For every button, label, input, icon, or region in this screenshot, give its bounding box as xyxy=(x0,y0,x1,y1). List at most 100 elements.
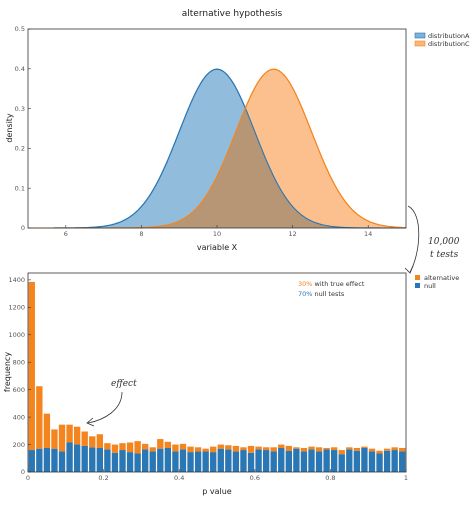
bar-null-4 xyxy=(58,451,66,472)
top-x-tick-label-10: 10 xyxy=(213,230,221,238)
bar-null-1 xyxy=(36,448,43,472)
top-x-axis-label: variable X xyxy=(197,243,238,252)
summary-null: 70% null tests xyxy=(298,290,345,298)
legend-label-distributionA: distributionA xyxy=(428,32,470,40)
bottom-y-tick-label-1000: 1000 xyxy=(8,331,25,339)
bottom-x-tick-label-0.2: 0.2 xyxy=(98,474,108,482)
bar-null-12 xyxy=(119,450,126,472)
bar-alternative-7 xyxy=(81,431,88,446)
legend-swatch-distributionC xyxy=(414,40,426,47)
top-x-tick-label-6: 6 xyxy=(64,230,68,238)
bottom-y-tick-label-1400: 1400 xyxy=(8,276,25,284)
bar-null-24 xyxy=(210,452,217,472)
bar-alternative-8 xyxy=(89,436,96,448)
bottom-x-axis-label: p value xyxy=(202,487,232,496)
bottom-y-tick-label-400: 400 xyxy=(13,413,25,421)
top-y-tick-label-0.3: 0.3 xyxy=(15,105,25,113)
summary-true-effect-pct: 30% xyxy=(298,280,312,288)
bar-alternative-46 xyxy=(376,450,383,454)
bottom-y-axis-label: frequency xyxy=(3,352,12,392)
bar-alternative-20 xyxy=(179,443,187,450)
top-y-tick-label-0.4: 0.4 xyxy=(15,65,25,73)
bar-null-13 xyxy=(126,452,134,472)
bar-alternative-40 xyxy=(331,447,338,451)
link-annotation-line2: t tests xyxy=(430,250,459,260)
bar-alternative-27 xyxy=(232,445,240,452)
bar-alternative-45 xyxy=(368,448,376,452)
bar-alternative-23 xyxy=(202,448,209,452)
effect-annotation: effect xyxy=(111,379,137,389)
top-plot-frame xyxy=(27,28,407,229)
bar-alternative-1 xyxy=(36,386,43,449)
bar-alternative-33 xyxy=(278,444,285,448)
legend-swatch-null xyxy=(415,283,420,288)
legend-label-null: null xyxy=(424,282,436,290)
link-annotation-line1: 10,000 xyxy=(428,237,460,247)
density-area-distributionA xyxy=(28,69,406,228)
bar-null-29 xyxy=(247,452,255,472)
bar-alternative-39 xyxy=(323,447,330,450)
bar-alternative-14 xyxy=(134,441,141,454)
bar-null-33 xyxy=(278,447,285,472)
bar-null-0 xyxy=(28,450,35,472)
bar-null-11 xyxy=(111,452,119,472)
bar-null-32 xyxy=(270,451,277,472)
bar-null-40 xyxy=(331,450,338,472)
bar-null-6 xyxy=(73,444,81,472)
bottom-y-tick-label-1200: 1200 xyxy=(8,304,25,312)
bottom-x-tick-label-0: 0 xyxy=(26,474,30,482)
bar-alternative-10 xyxy=(104,443,111,450)
bar-alternative-16 xyxy=(149,447,156,452)
bar-alternative-9 xyxy=(96,434,103,448)
top-y-tick-label-0.2: 0.2 xyxy=(15,145,25,153)
top-y-tick-label-0.5: 0.5 xyxy=(15,25,25,33)
bar-null-43 xyxy=(353,450,361,472)
bar-null-10 xyxy=(104,449,111,472)
bar-alternative-2 xyxy=(43,413,51,448)
bar-null-25 xyxy=(217,448,224,472)
summary-true-effect: 30% with true effect xyxy=(298,280,365,288)
bar-null-41 xyxy=(338,454,345,472)
bar-null-42 xyxy=(346,449,353,472)
bar-alternative-49 xyxy=(399,447,406,452)
density-outline-distributionA xyxy=(28,68,406,229)
bar-null-8 xyxy=(89,447,96,472)
bar-alternative-41 xyxy=(338,450,345,455)
bar-null-20 xyxy=(179,449,187,472)
bar-null-19 xyxy=(172,451,179,472)
bar-null-31 xyxy=(262,450,270,472)
top-y-tick-label-0: 0 xyxy=(21,224,25,232)
bar-null-7 xyxy=(81,445,88,472)
bottom-plot: 0 0.2 0.4 0.6 0.8 1 0 200 400 600 800 1000 1200 1400 xyxy=(8,272,408,482)
bottom-x-tick-label-1: 1 xyxy=(404,474,408,482)
bottom-y-tick-label-800: 800 xyxy=(13,358,25,366)
legend-label-alternative: alternative xyxy=(424,274,459,282)
bottom-x-tick-label-0.6: 0.6 xyxy=(250,474,260,482)
bar-alternative-35 xyxy=(293,447,300,449)
legend-swatch-alternative xyxy=(415,275,420,280)
bar-alternative-42 xyxy=(346,447,353,450)
bar-null-48 xyxy=(391,450,398,472)
bar-null-26 xyxy=(225,449,232,472)
bar-null-22 xyxy=(194,451,202,472)
bar-alternative-30 xyxy=(255,446,262,450)
bar-alternative-29 xyxy=(247,445,255,453)
bottom-x-tick-label-0.8: 0.8 xyxy=(325,474,335,482)
bar-alternative-32 xyxy=(270,447,277,452)
bar-alternative-43 xyxy=(353,447,361,451)
link-arrow xyxy=(407,205,420,273)
effect-arrow xyxy=(87,391,123,424)
top-x-tick-label-14: 14 xyxy=(364,230,372,238)
bar-alternative-26 xyxy=(225,445,232,450)
legend-swatch-distributionA xyxy=(414,32,426,39)
bar-null-2 xyxy=(43,447,51,472)
bar-null-36 xyxy=(300,451,308,472)
bar-alternative-38 xyxy=(315,447,323,452)
bar-null-21 xyxy=(187,452,194,472)
top-x-tick-label-12: 12 xyxy=(288,230,296,238)
bar-alternative-12 xyxy=(119,443,126,451)
top-y-axis-label: density xyxy=(5,113,14,143)
bar-alternative-0 xyxy=(28,281,35,451)
bar-alternative-17 xyxy=(157,439,164,449)
